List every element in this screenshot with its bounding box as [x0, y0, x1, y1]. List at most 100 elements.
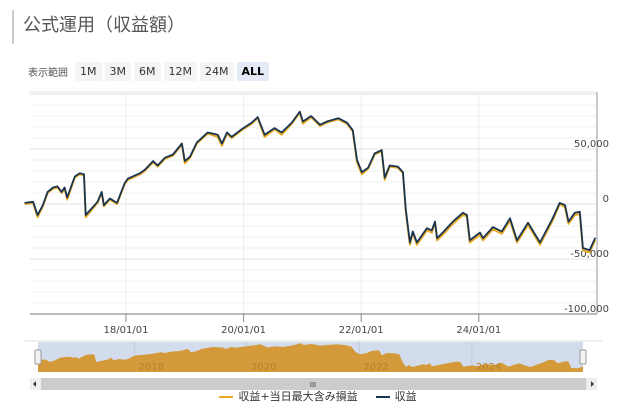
data-point [346, 121, 348, 124]
data-point [66, 198, 68, 201]
data-point [397, 165, 399, 168]
data-point [426, 227, 428, 229]
legend-item-profit-plus-loss[interactable]: 収益+当日最大含み損益 [219, 388, 358, 404]
data-point [32, 201, 34, 203]
data-point [452, 221, 454, 223]
data-point [501, 230, 503, 233]
data-point [264, 136, 266, 138]
data-point [74, 175, 76, 178]
data-point [85, 216, 87, 218]
range-24m-button[interactable]: 24M [200, 62, 234, 81]
navigator-year-label: 2024 [476, 362, 501, 373]
data-point [352, 129, 354, 131]
data-point [274, 127, 276, 129]
data-point [509, 217, 511, 219]
data-point [47, 191, 49, 193]
data-point [492, 228, 494, 230]
data-point [589, 251, 591, 254]
data-point [416, 241, 418, 244]
data-point [101, 191, 103, 193]
data-point [281, 131, 283, 134]
data-point [109, 197, 111, 200]
data-point [116, 202, 118, 204]
data-point [24, 202, 26, 204]
data-point [251, 121, 253, 124]
range-all-button[interactable]: ALL [236, 62, 270, 81]
navigator-left-handle[interactable] [34, 349, 42, 365]
data-point [539, 244, 541, 246]
data-point [172, 153, 174, 156]
data-point [356, 159, 358, 161]
data-point [189, 156, 191, 158]
range-3m-button[interactable]: 3M [104, 62, 131, 81]
x-tick-label: 24/01/01 [456, 325, 501, 336]
series-line-profit [24, 110, 596, 252]
data-point [552, 217, 554, 219]
data-point [501, 233, 503, 235]
range-label: 表示範囲 [28, 68, 68, 79]
data-point [409, 244, 411, 246]
data-point [79, 172, 81, 174]
legend-swatch [375, 396, 390, 398]
data-point [52, 186, 54, 189]
data-point [367, 167, 369, 169]
data-point [589, 249, 591, 251]
data-point [127, 178, 129, 180]
data-point [409, 241, 411, 244]
navigator-area [38, 343, 583, 372]
y-tick-label: 0 [603, 194, 609, 205]
data-point [462, 212, 464, 214]
data-point [361, 173, 363, 175]
data-point [469, 239, 471, 241]
data-point [594, 237, 596, 239]
data-point [361, 171, 363, 173]
data-point [96, 201, 99, 203]
navigator-right-handle[interactable] [579, 349, 587, 365]
data-point [582, 249, 584, 251]
data-point [241, 128, 243, 130]
scroll-right-arrow-icon[interactable] [591, 381, 594, 387]
data-point [462, 214, 464, 216]
data-point [516, 239, 518, 241]
data-point [94, 204, 96, 206]
data-point [582, 247, 584, 249]
range-1m-button[interactable]: 1M [75, 62, 102, 81]
data-point [384, 179, 386, 181]
data-point [302, 120, 304, 123]
data-point [539, 241, 541, 244]
data-point [516, 241, 518, 244]
navigator-year-label: 2022 [363, 362, 388, 373]
data-point [83, 173, 85, 175]
data-point [452, 223, 454, 225]
data-point [37, 214, 39, 216]
data-point [436, 237, 438, 239]
data-point [319, 124, 321, 126]
range-6m-button[interactable]: 6M [134, 62, 161, 81]
data-point [221, 142, 223, 145]
data-point [431, 229, 433, 232]
data-point [144, 169, 146, 171]
data-point [482, 239, 484, 241]
data-point [184, 160, 186, 162]
data-point [152, 160, 154, 162]
x-tick-label: 20/01/01 [221, 325, 266, 336]
scrollbar-thumb[interactable] [41, 378, 586, 390]
data-point [139, 172, 141, 174]
data-point [326, 120, 328, 123]
data-point [374, 152, 376, 154]
data-point [231, 136, 233, 138]
data-point [61, 191, 63, 193]
navigator-year-label: 2020 [251, 362, 276, 373]
data-point [466, 214, 468, 216]
legend-label: 収益+当日最大含み損益 [238, 390, 358, 403]
data-point [291, 121, 293, 124]
data-point [85, 214, 87, 216]
range-12m-button[interactable]: 12M [163, 62, 197, 81]
data-point [567, 221, 570, 223]
legend-item-profit[interactable]: 収益 [375, 388, 417, 404]
data-point [564, 204, 566, 206]
data-point [405, 208, 407, 211]
y-tick-label: 50,000 [574, 139, 609, 150]
scroll-left-arrow-icon[interactable] [33, 381, 36, 387]
